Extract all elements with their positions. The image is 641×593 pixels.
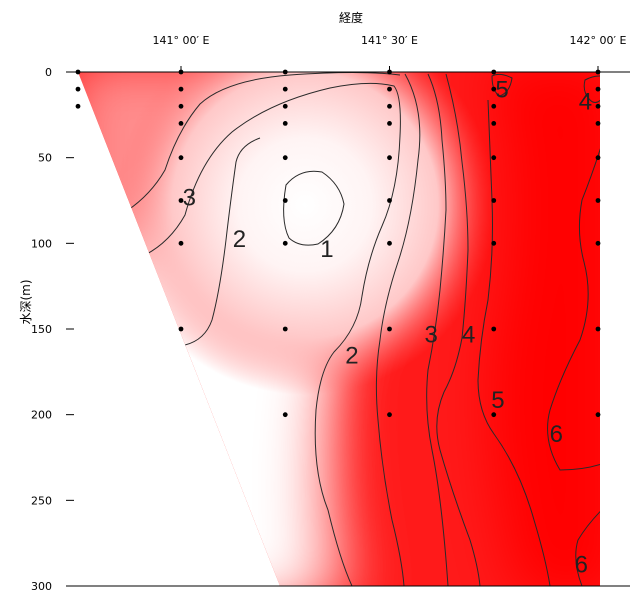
station-point-2-2 — [282, 103, 288, 109]
station-point-1-5 — [178, 198, 184, 203]
station-point-5-3 — [595, 121, 601, 126]
station-points — [75, 69, 601, 418]
contour-2-b — [184, 137, 261, 346]
contour-label-2: 2 — [345, 342, 358, 369]
station-point-4-7 — [491, 326, 497, 332]
station-point-4-2 — [491, 103, 497, 109]
contour-1 — [283, 170, 345, 246]
contour-label-10: 6 — [575, 551, 588, 578]
contour-label-8: 5 — [491, 387, 504, 414]
station-point-4-8 — [491, 412, 497, 418]
station-point-4-4 — [491, 155, 497, 161]
y-axis-title: 水深(m) — [19, 279, 33, 324]
y-tick-label-3: 150 — [31, 323, 52, 336]
contour-label-0: 1 — [320, 236, 333, 263]
y-axis-title-text: 水深(m) — [19, 279, 33, 324]
station-point-0-2 — [75, 103, 81, 109]
contour-6-a — [547, 109, 600, 471]
station-point-4-0 — [491, 69, 497, 75]
station-point-1-1 — [178, 86, 184, 92]
y-tick-label-4: 200 — [31, 409, 52, 422]
station-point-1-6 — [178, 240, 184, 246]
station-point-2-4 — [282, 155, 288, 161]
y-tick-label-1: 50 — [38, 152, 52, 165]
contour-label-9: 6 — [550, 421, 563, 448]
contour-label-5: 4 — [462, 322, 475, 349]
station-point-3-8 — [387, 412, 392, 418]
station-point-2-1 — [282, 86, 288, 92]
station-point-3-6 — [387, 240, 392, 246]
station-point-3-1 — [387, 86, 392, 92]
station-point-4-5 — [491, 198, 497, 203]
station-point-5-8 — [595, 412, 601, 418]
contour-label-6: 4 — [579, 89, 592, 116]
station-point-1-7 — [178, 326, 184, 332]
station-point-1-2 — [178, 103, 184, 109]
station-point-1-4 — [178, 155, 184, 161]
station-point-2-3 — [282, 121, 288, 126]
station-point-2-0 — [282, 69, 288, 75]
contour-lines — [124, 72, 600, 586]
station-point-2-8 — [282, 412, 288, 418]
x-axis-title: 経度 — [339, 10, 363, 25]
contour-3-a — [375, 73, 421, 586]
station-point-4-1 — [491, 86, 497, 92]
station-point-0-0 — [75, 69, 81, 75]
y-tick-label-0: 0 — [45, 66, 52, 79]
station-point-3-5 — [387, 198, 392, 203]
station-point-5-2 — [595, 103, 601, 109]
station-point-2-5 — [282, 198, 288, 203]
section-fill — [78, 72, 600, 586]
contour-4-east — [583, 75, 600, 103]
x-tick-label-2: 142° 00′ E — [570, 34, 627, 47]
station-point-3-7 — [387, 326, 392, 332]
station-point-2-6 — [282, 240, 288, 246]
contour-5 — [477, 99, 551, 586]
station-point-0-1 — [75, 86, 81, 92]
station-point-2-7 — [282, 326, 288, 332]
x-tick-label-1: 141° 30′ E — [361, 34, 418, 47]
contour-label-4: 3 — [425, 322, 438, 349]
station-point-4-6 — [491, 240, 497, 246]
x-axis-tick-labels: 141° 00′ E 141° 30′ E 142° 00′ E — [153, 34, 627, 72]
x-axis-title-text: 経度 — [339, 10, 363, 25]
fill-red-east — [480, 72, 600, 586]
contour-label-7: 5 — [495, 77, 508, 104]
y-axis-tick-labels: 0 50 100 150 200 250 300 — [31, 66, 74, 593]
station-point-5-4 — [595, 155, 601, 161]
contour-label-1: 2 — [233, 226, 246, 253]
axes — [66, 71, 630, 587]
station-point-5-6 — [595, 240, 601, 246]
contour-6-b — [575, 499, 600, 586]
station-point-1-3 — [178, 121, 184, 126]
contour-2-c — [124, 72, 401, 213]
station-point-5-0 — [595, 69, 601, 75]
station-point-3-2 — [387, 103, 392, 109]
contour-label-3: 3 — [183, 185, 196, 212]
station-point-5-5 — [595, 198, 601, 203]
contour-3-b — [426, 73, 449, 586]
contour-2-a — [144, 82, 401, 586]
station-point-5-7 — [595, 326, 601, 332]
y-tick-label-5: 250 — [31, 494, 52, 507]
y-tick-label-2: 100 — [31, 237, 52, 250]
station-point-3-4 — [387, 155, 392, 161]
station-point-5-1 — [595, 86, 601, 92]
station-point-3-0 — [387, 69, 392, 75]
x-tick-label-0: 141° 00′ E — [153, 34, 210, 47]
station-point-1-0 — [178, 69, 184, 75]
contour-4 — [436, 73, 481, 586]
station-point-4-3 — [491, 121, 497, 126]
y-tick-label-6: 300 — [31, 580, 52, 593]
station-point-3-3 — [387, 121, 392, 126]
